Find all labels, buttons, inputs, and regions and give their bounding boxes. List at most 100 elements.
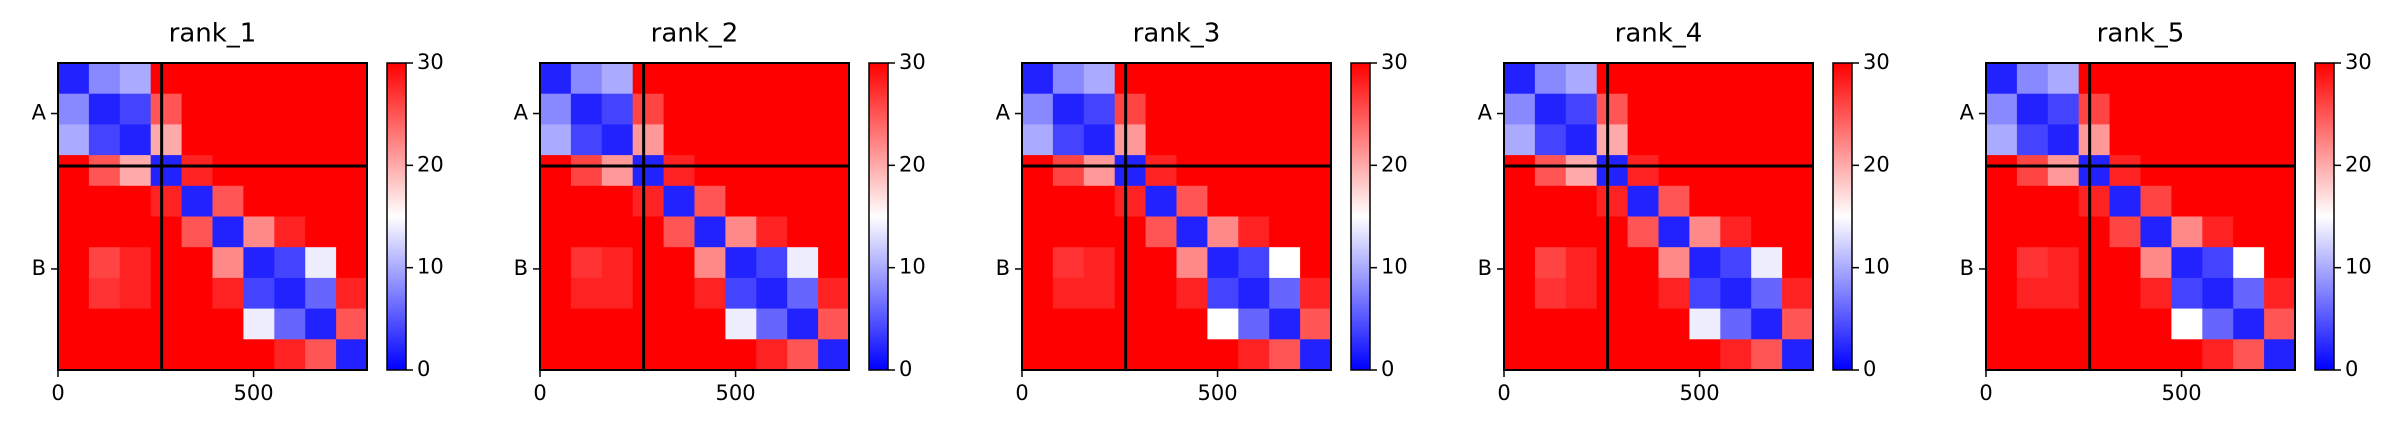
panel-title: rank_2 xyxy=(651,19,739,49)
heatmap-cell xyxy=(336,63,368,95)
heatmap-cell xyxy=(1052,277,1085,310)
colorbar-tick-label: 20 xyxy=(2345,152,2372,176)
heatmap-cell xyxy=(540,185,572,217)
heatmap-cell xyxy=(1022,63,1054,95)
heatmap-cell xyxy=(1052,124,1085,156)
heatmap-cell xyxy=(119,63,152,95)
heatmap-cell xyxy=(1114,216,1147,248)
heatmap-cell xyxy=(1052,339,1085,371)
heatmap-cell xyxy=(540,247,572,279)
heatmap-cell xyxy=(150,124,183,156)
heatmap-cell xyxy=(787,216,819,248)
heatmap-cell xyxy=(2233,124,2265,156)
heatmap-cell xyxy=(1751,247,1783,279)
heatmap-cell xyxy=(1145,93,1177,125)
x-tick-label: 500 xyxy=(1680,381,1720,405)
heatmap-cell xyxy=(756,93,788,125)
heatmap-cell xyxy=(2171,63,2203,95)
heatmap-cell xyxy=(1782,339,1814,371)
heatmap-cell xyxy=(2233,185,2265,217)
heatmap-cell xyxy=(570,185,603,217)
heatmap-cell xyxy=(181,339,213,371)
heatmap-cell xyxy=(1751,216,1783,248)
heatmap-cell xyxy=(2140,247,2172,279)
heatmap-cell xyxy=(694,185,726,217)
heatmap-cell xyxy=(601,155,634,187)
heatmap-cell xyxy=(1689,216,1721,248)
heatmap-cell xyxy=(2202,185,2234,217)
heatmap-cell xyxy=(1720,155,1752,187)
colorbar xyxy=(868,62,889,371)
heatmap-cell xyxy=(787,277,819,310)
heatmap-cell xyxy=(1269,216,1301,248)
heatmap-cell xyxy=(2109,93,2141,125)
heatmap-cell xyxy=(2202,339,2234,371)
x-tick-label: 0 xyxy=(51,381,64,405)
heatmap-cell xyxy=(2140,155,2172,187)
colorbar xyxy=(1350,62,1371,371)
heatmap-cell xyxy=(1238,277,1270,310)
heatmap-cell xyxy=(1565,247,1598,279)
heatmap-cell xyxy=(725,155,757,187)
heatmap-cell xyxy=(2109,277,2141,310)
heatmap-cell xyxy=(181,124,213,156)
heatmap-cell xyxy=(2264,308,2296,340)
heatmap-cell xyxy=(632,308,665,340)
y-tick-label: A xyxy=(32,101,47,125)
heatmap-cell xyxy=(1083,185,1116,217)
heatmap-cell xyxy=(540,155,572,187)
heatmap-cell xyxy=(2078,63,2111,95)
heatmap-cell xyxy=(1658,124,1690,156)
heatmap-cell xyxy=(1689,124,1721,156)
heatmap-cell xyxy=(2047,93,2080,125)
heatmap-cell xyxy=(1114,93,1147,125)
heatmap-cell xyxy=(119,93,152,125)
heatmap-cell xyxy=(663,308,695,340)
heatmap-cell xyxy=(1596,124,1629,156)
heatmap-cell xyxy=(1145,247,1177,279)
heatmap-cell xyxy=(787,93,819,125)
heatmap-cell xyxy=(1565,155,1598,187)
heatmap-cell xyxy=(243,339,275,371)
heatmap-cell xyxy=(1300,93,1332,125)
heatmap-cell xyxy=(1534,247,1567,279)
heatmap-cell xyxy=(2140,124,2172,156)
heatmap-cell xyxy=(1658,216,1690,248)
heatmap-cell xyxy=(787,308,819,340)
heatmap-cell xyxy=(1083,93,1116,125)
heatmap-cell xyxy=(88,185,121,217)
heatmap-cell xyxy=(2233,155,2265,187)
heatmap-cell xyxy=(243,93,275,125)
heatmap-cell xyxy=(243,185,275,217)
heatmap-cell xyxy=(212,339,244,371)
heatmap-cell xyxy=(88,277,121,310)
heatmap-cell xyxy=(632,247,665,279)
colorbar-tick-label: 30 xyxy=(899,50,926,74)
heatmap-cell xyxy=(1114,185,1147,217)
heatmap-cell xyxy=(1083,63,1116,95)
y-tick-label: B xyxy=(1960,256,1974,280)
colorbar-tick-label: 30 xyxy=(2345,50,2372,74)
heatmap-cell xyxy=(2233,277,2265,310)
heatmap-cell xyxy=(694,277,726,310)
heatmap-cell xyxy=(88,93,121,125)
heatmap-cell xyxy=(1022,308,1054,340)
heatmap-cell xyxy=(1534,308,1567,340)
heatmap-cell xyxy=(150,93,183,125)
heatmap-cell xyxy=(1565,124,1598,156)
heatmap-cell xyxy=(632,216,665,248)
heatmap-cell xyxy=(212,216,244,248)
heatmap-cell xyxy=(1782,93,1814,125)
heatmap-cell xyxy=(1114,124,1147,156)
heatmap-cell xyxy=(150,155,183,187)
heatmap-cell xyxy=(2016,63,2049,95)
heatmap-cell xyxy=(1720,247,1752,279)
heatmap-cell xyxy=(1720,63,1752,95)
heatmap-cell xyxy=(1565,277,1598,310)
heatmap-cell xyxy=(2171,155,2203,187)
heatmap-cell xyxy=(1534,63,1567,95)
colorbar-tick-label: 20 xyxy=(1863,152,1890,176)
heatmap-cell xyxy=(1300,247,1332,279)
heatmap-cell xyxy=(694,247,726,279)
heatmap-cell xyxy=(2047,124,2080,156)
